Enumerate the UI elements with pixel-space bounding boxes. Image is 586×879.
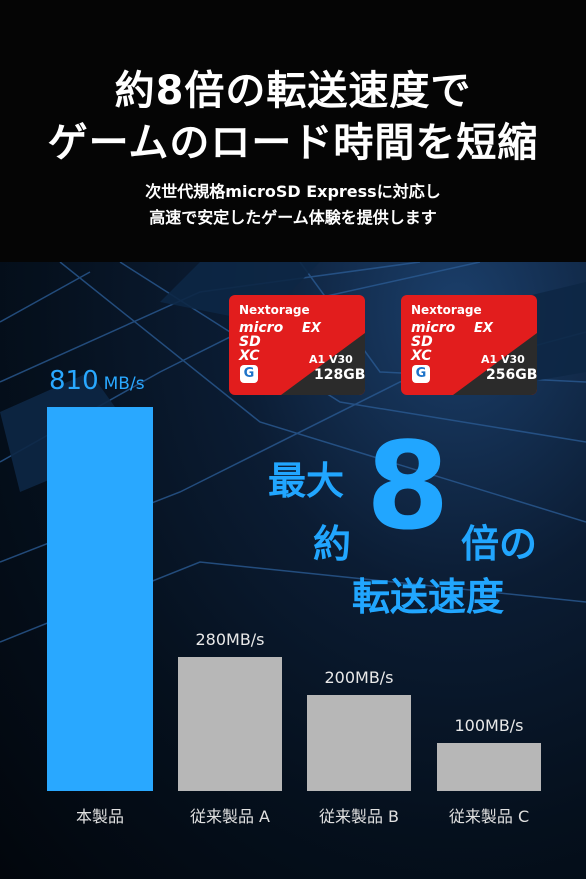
card-dark-panel [281,333,365,395]
bar-product-b [307,695,411,791]
logo-micro: micro [239,320,284,336]
sd-card-128: Nextorage micro SD XC EX A1 V30 128GB G [229,295,365,395]
card-class: A1 V30 [309,353,353,366]
logo-xc: XC [411,348,432,364]
value-label-main: 810 MB/s [49,366,145,396]
category-label-c: 従来製品 C [448,807,530,826]
bar-main-product [47,407,153,791]
g-logo-icon: G [412,365,430,383]
ex-logo: EX [474,321,493,336]
logo-sd: SD [411,334,433,350]
header: 約8倍の転送速度で ゲームのロード時間を短縮 次世代規格microSD Expr… [0,0,586,262]
category-label-main: 本製品 [75,807,124,826]
highlight-approx: 約 [313,522,352,566]
value-main-number: 810 [49,366,99,396]
logo-sd: SD [239,334,261,350]
category-label-a: 従来製品 A [189,807,271,826]
bar-product-a [178,657,282,791]
value-main-unit: MB/s [103,374,145,394]
highlight-number: 8 [366,418,450,557]
highlight-transfer-speed: 転送速度 [352,575,505,619]
g-logo-icon: G [240,365,258,383]
microsd-logo: micro SD XC [239,321,283,363]
card-capacity: 256GB [486,367,537,383]
bar-product-c [437,743,541,791]
sd-card-256: Nextorage micro SD XC EX A1 V30 256GB G [401,295,537,395]
headline-line-2: ゲームのロード時間を短縮 [47,120,539,166]
card-class: A1 V30 [481,353,525,366]
headline-line-1: 約8倍の転送速度で [114,68,472,114]
card-capacity: 128GB [314,367,365,383]
card-brand: Nextorage [411,303,482,317]
value-label-a: 280MB/s [195,630,265,649]
subheadline-line-1: 次世代規格microSD Expressに対応し [145,182,441,201]
logo-micro: micro [411,320,456,336]
category-label-b: 従来製品 B [318,807,400,826]
ex-logo: EX [302,321,321,336]
card-dark-panel [453,333,537,395]
subheadline-line-2: 高速で安定したゲーム体験を提供します [149,208,437,227]
highlight-max: 最大 [268,459,345,503]
value-label-b: 200MB/s [324,668,394,687]
card-brand: Nextorage [239,303,310,317]
value-label-c: 100MB/s [454,716,524,735]
microsd-logo: micro SD XC [411,321,455,363]
logo-xc: XC [239,348,260,364]
highlight-times: 倍の [461,522,538,566]
